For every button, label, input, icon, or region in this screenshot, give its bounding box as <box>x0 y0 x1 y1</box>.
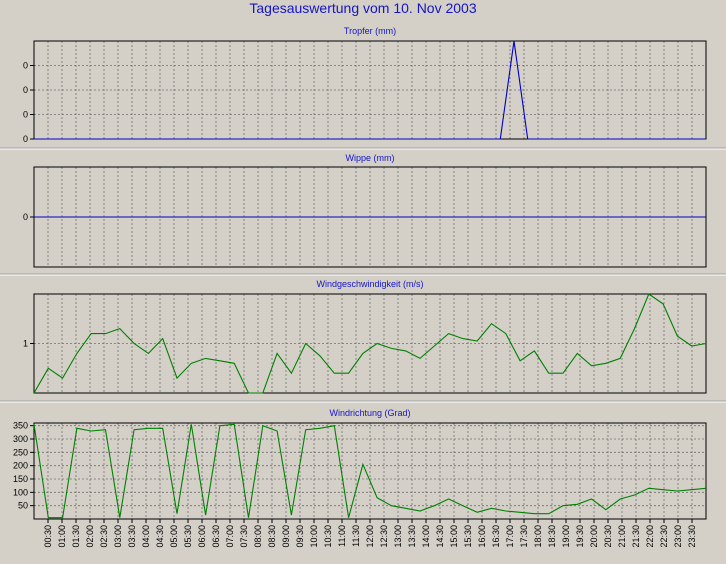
y-tick-label: 100 <box>13 487 28 497</box>
x-tick-label: 05:30 <box>183 525 193 548</box>
series-line <box>33 423 707 519</box>
page-title: Tagesauswertung vom 10. Nov 2003 <box>249 0 477 16</box>
series-line <box>34 40 706 140</box>
x-tick-label: 22:00 <box>645 525 655 548</box>
x-tick-label: 03:30 <box>127 525 137 548</box>
x-tick-label: 23:00 <box>673 525 683 548</box>
chart-title: Windrichtung (Grad) <box>329 408 410 418</box>
y-tick-label: 350 <box>13 421 28 431</box>
x-tick-label: 08:30 <box>267 525 277 548</box>
x-tick-label: 11:30 <box>351 525 361 547</box>
y-tick-label: 0 <box>23 85 28 95</box>
x-tick-label: 11:00 <box>337 525 347 547</box>
x-tick-label: 10:30 <box>323 525 333 548</box>
x-tick-label: 20:00 <box>589 525 599 548</box>
x-tick-label: 18:30 <box>547 525 557 548</box>
x-tick-label: 02:30 <box>99 525 109 548</box>
y-tick-label: 150 <box>13 474 28 484</box>
x-tick-label: 02:00 <box>85 525 95 548</box>
x-tick-label: 06:30 <box>211 525 221 548</box>
x-tick-label: 21:00 <box>617 525 627 548</box>
x-tick-label: 12:00 <box>365 525 375 548</box>
x-tick-label: 13:00 <box>393 525 403 548</box>
x-tick-label: 20:30 <box>603 525 613 548</box>
y-tick-label: 250 <box>13 447 28 457</box>
x-tick-label: 06:00 <box>197 525 207 548</box>
y-tick-label: 200 <box>13 461 28 471</box>
y-tick-label: 0 <box>23 134 28 144</box>
x-tick-label: 17:30 <box>519 525 529 548</box>
x-tick-label: 16:30 <box>491 525 501 548</box>
x-tick-label: 14:30 <box>435 525 445 548</box>
chart-title: Wippe (mm) <box>346 153 395 163</box>
y-tick-label: 300 <box>13 434 28 444</box>
x-tick-label: 01:00 <box>57 525 67 548</box>
y-tick-label: 0 <box>23 61 28 71</box>
x-tick-label: 12:30 <box>379 525 389 548</box>
x-tick-label: 19:00 <box>561 525 571 548</box>
x-tick-label: 13:30 <box>407 525 417 548</box>
x-tick-label: 21:30 <box>631 525 641 548</box>
x-tick-label: 07:30 <box>239 525 249 548</box>
y-tick-label: 1 <box>23 339 28 349</box>
x-tick-label: 14:00 <box>421 525 431 548</box>
x-tick-label: 04:30 <box>155 525 165 548</box>
x-tick-label: 15:00 <box>449 525 459 548</box>
x-tick-label: 09:30 <box>295 525 305 548</box>
x-tick-label: 07:00 <box>225 525 235 548</box>
x-tick-label: 17:00 <box>505 525 515 548</box>
y-tick-label: 0 <box>23 110 28 120</box>
x-tick-label: 08:00 <box>253 525 263 548</box>
x-tick-label: 23:30 <box>687 525 697 548</box>
y-tick-label: 0 <box>23 212 28 222</box>
x-tick-label: 10:00 <box>309 525 319 548</box>
x-tick-label: 22:30 <box>659 525 669 548</box>
x-tick-label: 09:00 <box>281 525 291 548</box>
x-tick-label: 00:30 <box>43 525 53 548</box>
chart-title: Tropfer (mm) <box>344 26 396 36</box>
x-tick-label: 01:30 <box>71 525 81 548</box>
x-tick-label: 04:00 <box>141 525 151 548</box>
series-line <box>33 293 707 394</box>
chart-title: Windgeschwindigkeit (m/s) <box>316 279 423 289</box>
x-tick-label: 19:30 <box>575 525 585 548</box>
y-tick-label: 50 <box>18 501 28 511</box>
x-tick-label: 16:00 <box>477 525 487 548</box>
x-tick-label: 18:00 <box>533 525 543 548</box>
x-tick-label: 05:00 <box>169 525 179 548</box>
x-tick-label: 03:00 <box>113 525 123 548</box>
x-tick-label: 15:30 <box>463 525 473 548</box>
